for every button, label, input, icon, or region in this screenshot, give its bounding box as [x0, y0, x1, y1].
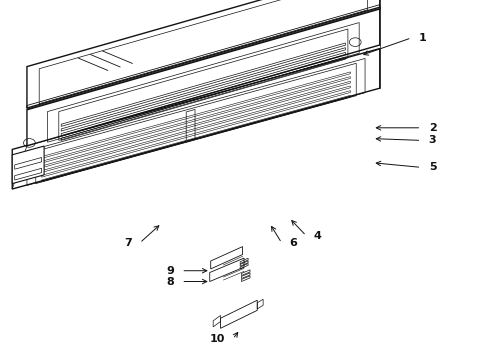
Text: 10: 10	[210, 334, 225, 344]
Polygon shape	[12, 146, 44, 184]
Polygon shape	[211, 247, 243, 269]
Text: 8: 8	[166, 276, 174, 287]
Polygon shape	[210, 258, 244, 282]
Text: 5: 5	[429, 162, 437, 172]
Polygon shape	[12, 49, 380, 189]
Text: 1: 1	[419, 33, 427, 43]
Text: 3: 3	[429, 135, 437, 145]
Text: 2: 2	[429, 123, 437, 133]
Text: 6: 6	[289, 238, 297, 248]
Polygon shape	[27, 9, 380, 146]
Text: 7: 7	[124, 238, 132, 248]
Polygon shape	[220, 300, 257, 328]
Text: 4: 4	[314, 231, 321, 241]
Polygon shape	[27, 0, 380, 108]
Text: 9: 9	[166, 266, 174, 276]
